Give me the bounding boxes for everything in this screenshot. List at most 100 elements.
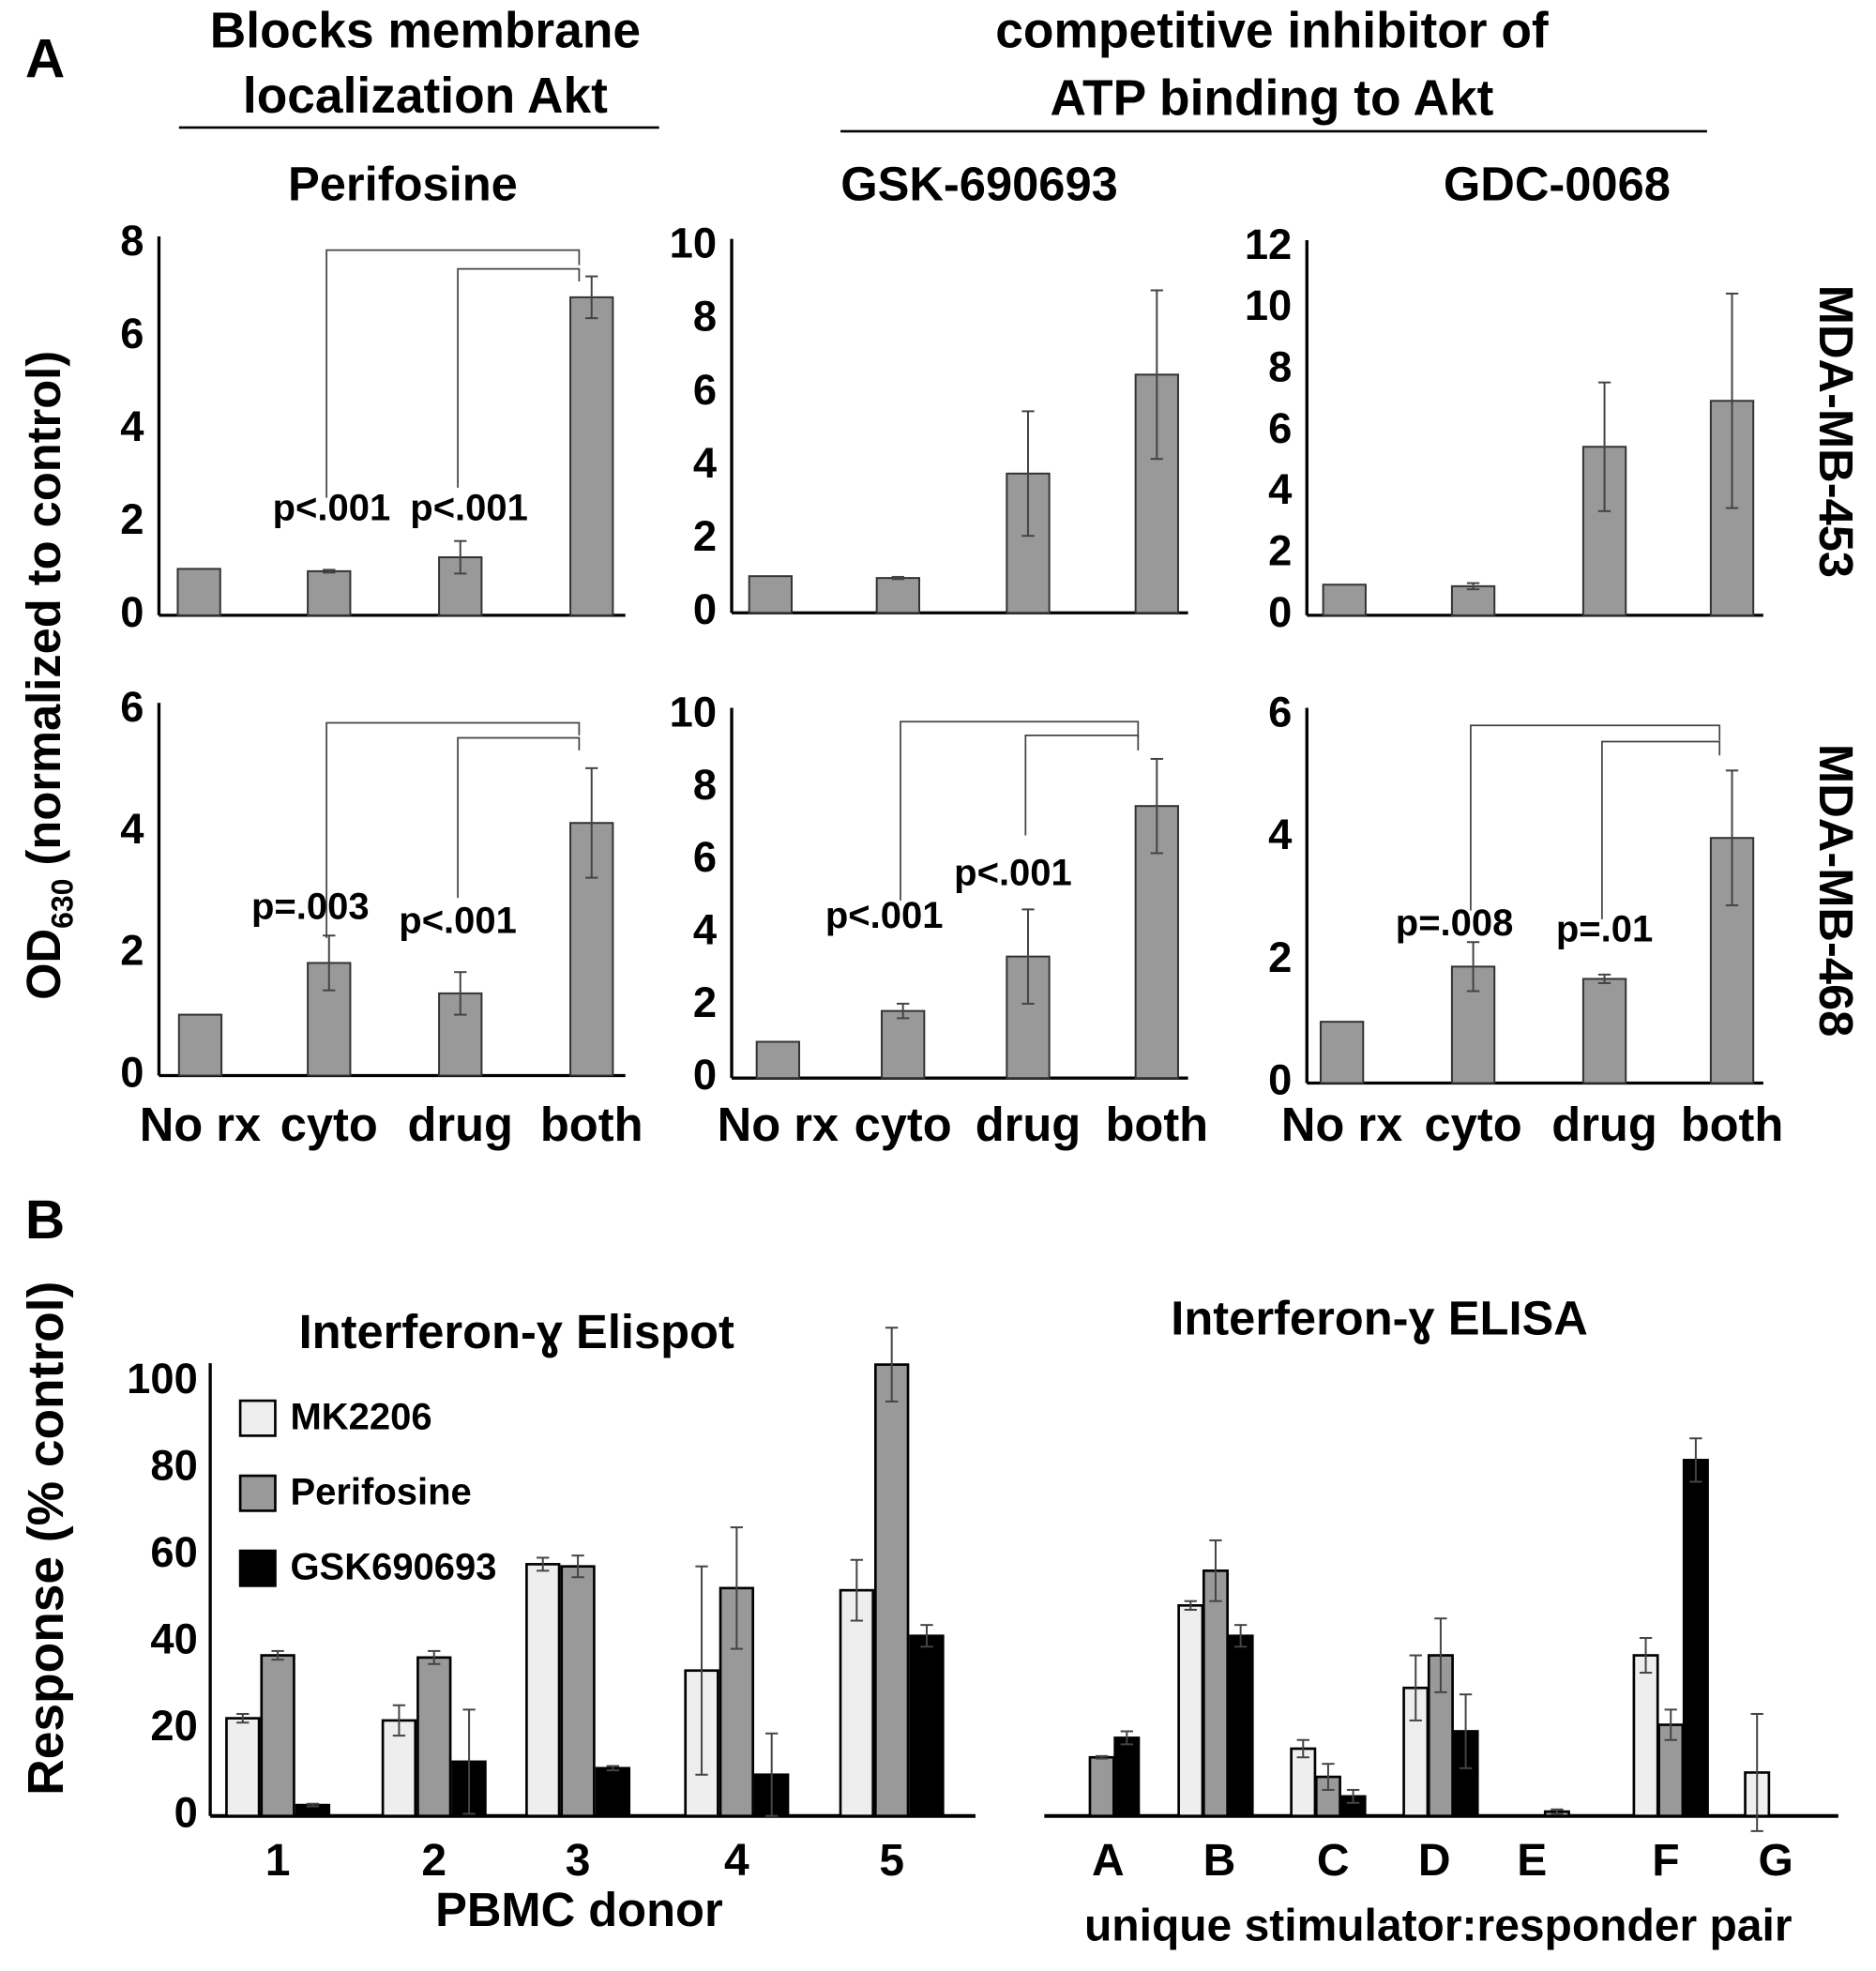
- y-tick-label: 6: [693, 833, 717, 881]
- chart-title: Perifosine: [288, 157, 518, 210]
- bar-gsk690693: [1682, 1459, 1709, 1818]
- x-tick-label: 4: [724, 1836, 749, 1886]
- legend-label: Perifosine: [290, 1472, 471, 1513]
- header-group1-line2: localization Akt: [243, 68, 608, 124]
- x-tick-label: drug: [1551, 1098, 1657, 1151]
- bar-gsk690693: [909, 1634, 945, 1818]
- x-tick-label: both: [540, 1098, 643, 1151]
- x-tick-label: both: [1105, 1098, 1208, 1151]
- x-tick-label: both: [1681, 1098, 1784, 1151]
- chart-panel-a-5: 0 2 4 6 No rx cyto drug both p=.008 p=.01: [1268, 689, 1783, 1151]
- y-tick-label: 2: [1268, 527, 1292, 575]
- y-tick-label: 2: [693, 978, 717, 1026]
- significance-bracket: [325, 249, 581, 498]
- y-tick-label: 10: [670, 220, 717, 267]
- x-tick-label: No rx: [140, 1098, 261, 1151]
- significance-bracket: [457, 267, 581, 488]
- p-value-label: p<.001: [825, 895, 944, 936]
- y-tick-label: 2: [120, 927, 144, 975]
- chart-elispot: Interferon-ɣ Elispot 0 20 40 60 80 100 1 2 3 4 5 MK2…: [127, 1305, 976, 1936]
- y-tick-label: 8: [693, 761, 717, 809]
- x-tick-label: cyto: [1425, 1098, 1522, 1151]
- header-group2-line1: competitive inhibitor of: [995, 4, 1549, 59]
- bar: [875, 577, 921, 614]
- bar-mk2206: [1290, 1747, 1317, 1818]
- x-tick-label: B: [1203, 1836, 1236, 1886]
- significance-bracket: [1470, 724, 1721, 911]
- y-axis-label-a: OD630 (normalized to control): [17, 351, 79, 1000]
- header-group2-line2: ATP binding to Akt: [1051, 71, 1494, 127]
- bar-perifosine: [416, 1656, 452, 1818]
- y-tick-label: 40: [150, 1615, 197, 1663]
- legend-swatch-gsk690693: [238, 1549, 277, 1587]
- x-tick-label: drug: [407, 1098, 513, 1151]
- bar-gsk690693: [595, 1766, 631, 1818]
- significance-bracket: [457, 736, 581, 899]
- chart-title: Interferon-ɣ Elispot: [299, 1305, 734, 1358]
- x-tick-label: cyto: [280, 1098, 378, 1151]
- bar: [307, 569, 352, 616]
- bar-perifosine: [719, 1586, 755, 1818]
- y-tick-label: 0: [120, 588, 144, 636]
- y-tick-label: 8: [1268, 343, 1292, 391]
- y-tick-label: 0: [120, 1048, 144, 1096]
- y-tick-label: 6: [120, 683, 144, 731]
- p-value-label: p<.001: [410, 487, 528, 528]
- bar: [1319, 1021, 1365, 1084]
- x-tick-label: No rx: [1281, 1098, 1402, 1151]
- x-tick-label: 5: [879, 1836, 904, 1886]
- y-tick-label: 0: [693, 1051, 717, 1099]
- bar: [755, 1040, 801, 1080]
- y-tick-label: 80: [150, 1442, 197, 1490]
- y-axis-label-a-sub: 630: [45, 879, 79, 929]
- chart-panel-a-1: GSK-690693 0 2 4 6 8 10: [670, 157, 1188, 633]
- x-tick-label: No rx: [718, 1098, 839, 1151]
- panel-label-a: A: [25, 29, 65, 90]
- panel-label-b: B: [25, 1190, 65, 1251]
- y-axis-label-a-main: OD: [17, 929, 70, 1000]
- x-axis-label: PBMC donor: [435, 1883, 723, 1936]
- p-value-label: p<.001: [399, 900, 517, 941]
- x-tick-label: F: [1652, 1836, 1679, 1886]
- legend-swatch-perifosine: [238, 1474, 277, 1512]
- p-value-label: p=.01: [1556, 909, 1653, 950]
- chart-panel-a-3: 0 2 4 6 No rx cyto drug both p=.003 p<.001: [120, 683, 643, 1151]
- x-tick-label: drug: [976, 1098, 1082, 1151]
- significance-bracket: [1024, 735, 1140, 836]
- x-tick-label: cyto: [855, 1098, 952, 1151]
- y-tick-label: 2: [693, 512, 717, 560]
- y-tick-label: 4: [693, 439, 717, 487]
- bar-gsk690693: [1113, 1736, 1141, 1818]
- bar-perifosine: [260, 1654, 295, 1818]
- y-tick-label: 60: [150, 1528, 197, 1576]
- y-axis-label-a-rest: (normalized to control): [17, 351, 70, 879]
- x-tick-label: 1: [265, 1836, 291, 1886]
- bar: [177, 1013, 223, 1077]
- y-tick-label: 20: [150, 1702, 197, 1750]
- bar: [176, 568, 221, 616]
- bar-mk2206: [1177, 1604, 1204, 1818]
- p-value-label: p=.008: [1396, 902, 1514, 944]
- y-tick-label: 4: [120, 805, 144, 853]
- bar-mk2206: [1402, 1686, 1430, 1818]
- bar-perifosine: [1202, 1569, 1229, 1818]
- bar-gsk690693: [1227, 1634, 1254, 1818]
- legend-label: GSK690693: [290, 1547, 496, 1588]
- y-tick-label: 0: [1268, 588, 1292, 636]
- bar-mk2206: [525, 1563, 561, 1818]
- y-tick-label: 6: [693, 366, 717, 414]
- chart-title: GDC-0068: [1444, 157, 1671, 210]
- p-value-label: p<.001: [954, 853, 1072, 894]
- y-tick-label: 10: [670, 689, 717, 736]
- y-tick-label: 6: [120, 310, 144, 357]
- x-tick-label: E: [1517, 1836, 1547, 1886]
- row-label-453: MDA-MB-453: [1809, 285, 1863, 578]
- bar: [748, 575, 794, 614]
- bar: [569, 296, 614, 616]
- legend-swatch-mk2206: [238, 1399, 277, 1437]
- y-tick-label: 8: [693, 293, 717, 341]
- x-tick-label: 3: [566, 1836, 591, 1886]
- x-tick-label: D: [1418, 1836, 1451, 1886]
